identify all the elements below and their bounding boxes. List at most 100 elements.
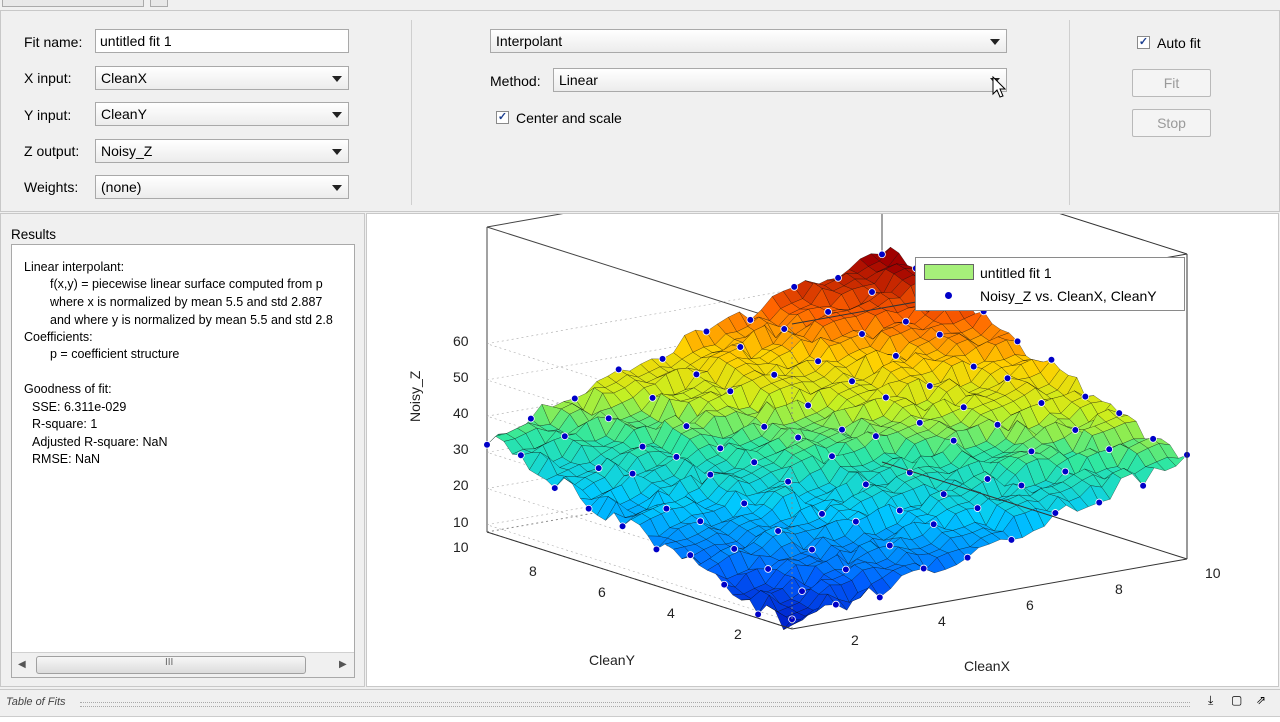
z-axis-label: Noisy_Z xyxy=(407,370,423,422)
weights-label: Weights: xyxy=(24,179,79,195)
z-output-dropdown[interactable]: Noisy_Z xyxy=(95,139,349,163)
data-point xyxy=(804,401,812,410)
y-tick-label: 4 xyxy=(667,605,675,621)
data-point xyxy=(784,477,792,486)
y-input-dropdown[interactable]: CleanY xyxy=(95,102,349,126)
data-point xyxy=(983,475,992,483)
data-point xyxy=(794,433,802,442)
data-point xyxy=(594,464,603,472)
data-point xyxy=(770,370,779,379)
data-point xyxy=(882,393,890,402)
z-output-value: Noisy_Z xyxy=(101,143,153,159)
data-point xyxy=(832,600,840,609)
data-point xyxy=(550,484,559,492)
maximize-panel-icon[interactable]: ▢ xyxy=(1231,693,1243,707)
stop-button[interactable]: Stop xyxy=(1132,109,1211,137)
legend-point-marker xyxy=(945,292,952,299)
data-point xyxy=(892,352,900,360)
grip-icon: III xyxy=(165,657,174,668)
weights-dropdown[interactable]: (none) xyxy=(95,175,349,199)
legend-surface-swatch xyxy=(924,264,974,280)
data-points xyxy=(483,250,1191,624)
z-tick-label: 30 xyxy=(453,441,469,457)
data-point xyxy=(868,288,876,296)
fit-type-value: Interpolant xyxy=(496,33,563,49)
data-point xyxy=(1027,447,1036,456)
undock-panel-icon[interactable]: ⇗ xyxy=(1256,693,1267,707)
data-point xyxy=(1037,399,1046,407)
method-value: Linear xyxy=(559,72,598,88)
y-tick-label: 6 xyxy=(598,584,606,600)
data-point xyxy=(875,593,884,602)
axes-line xyxy=(486,524,793,623)
axes-line xyxy=(486,488,793,586)
center-scale-label: Center and scale xyxy=(516,110,622,126)
horizontal-scrollbar[interactable]: ◀ III ▶ xyxy=(12,652,354,677)
x-axis-label: CleanX xyxy=(964,658,1010,674)
data-point xyxy=(1007,536,1016,544)
data-point xyxy=(1095,498,1104,507)
data-point xyxy=(790,283,799,291)
mouse-cursor-icon xyxy=(992,76,1007,98)
results-line: where x is normalized by mean 5.5 and st… xyxy=(50,295,323,309)
data-point xyxy=(1061,467,1070,476)
results-title: Results xyxy=(11,227,57,242)
data-point xyxy=(696,517,705,526)
chevron-down-icon xyxy=(332,149,342,155)
weights-value: (none) xyxy=(101,179,142,195)
method-dropdown[interactable]: Linear xyxy=(553,68,1007,92)
x-input-value: CleanX xyxy=(101,70,147,86)
y-tick-label: 10 xyxy=(453,539,469,555)
data-point xyxy=(925,382,934,390)
data-point xyxy=(702,327,711,336)
results-line: Adjusted R-square: NaN xyxy=(32,435,168,449)
data-point xyxy=(652,545,661,554)
data-point xyxy=(858,330,866,338)
data-point xyxy=(1149,435,1157,443)
scroll-left-icon[interactable]: ◀ xyxy=(18,659,26,670)
axes-line xyxy=(1059,214,1188,255)
y-tick-label: 8 xyxy=(529,563,537,579)
data-point xyxy=(517,451,525,460)
results-line: and where y is normalized by mean 5.5 an… xyxy=(50,313,333,327)
chevron-down-icon xyxy=(332,112,342,118)
fit-type-dropdown[interactable]: Interpolant xyxy=(490,29,1007,53)
results-line: p = coefficient structure xyxy=(50,347,180,361)
axes-line xyxy=(881,461,1188,560)
drag-grip[interactable] xyxy=(80,702,1190,707)
data-point xyxy=(527,414,535,423)
plot-legend[interactable]: untitled fit 1 Noisy_Z vs. CleanX, Clean… xyxy=(915,257,1185,311)
center-scale-checkbox[interactable]: ✓ xyxy=(496,111,509,124)
x-tick-label: 2 xyxy=(851,632,859,648)
table-of-fits-header xyxy=(0,716,1280,722)
legend-points-label: Noisy_Z vs. CleanX, CleanY xyxy=(980,288,1157,304)
data-point xyxy=(1139,481,1147,490)
data-point xyxy=(1071,426,1080,434)
scroll-right-icon[interactable]: ▶ xyxy=(339,659,347,670)
results-line: Goodness of fit: xyxy=(24,382,112,396)
table-of-fits-title: Table of Fits xyxy=(6,696,66,708)
data-point xyxy=(736,343,745,351)
z-tick-label: 40 xyxy=(453,405,469,421)
fit-button[interactable]: Fit xyxy=(1132,69,1211,97)
data-point xyxy=(878,250,886,259)
new-fit-tab[interactable] xyxy=(150,0,168,7)
fit-name-input[interactable]: untitled fit 1 xyxy=(95,29,349,53)
results-line: f(x,y) = piecewise linear surface comput… xyxy=(50,277,323,291)
minimize-panel-icon[interactable]: ⤓ xyxy=(1208,693,1214,707)
results-text-area[interactable]: Linear interpolant: f(x,y) = piecewise l… xyxy=(11,244,355,678)
data-point xyxy=(1003,374,1012,383)
plot-panel[interactable]: 60 50 40 30 20 10 10 8 6 4 2 2 4 6 8 10 … xyxy=(366,213,1279,687)
scrollbar-thumb[interactable]: III xyxy=(36,656,306,674)
auto-fit-checkbox[interactable]: ✓ xyxy=(1137,36,1150,49)
data-point xyxy=(1115,409,1124,417)
data-point xyxy=(774,527,782,535)
data-point xyxy=(662,504,671,513)
results-line: Coefficients: xyxy=(24,330,93,344)
data-point xyxy=(1017,481,1026,490)
data-point xyxy=(682,422,691,430)
fit-tab[interactable] xyxy=(2,0,144,7)
x-input-dropdown[interactable]: CleanX xyxy=(95,66,349,90)
data-point xyxy=(746,316,755,324)
data-point xyxy=(838,425,846,434)
